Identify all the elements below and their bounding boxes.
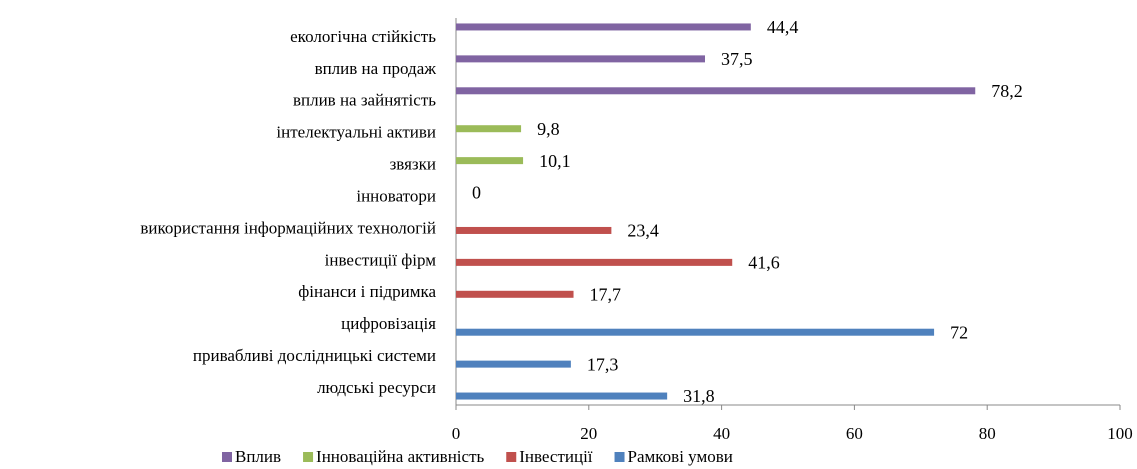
legend-swatch	[506, 452, 517, 462]
y-tick-label: інтелектуальні активи	[276, 123, 436, 142]
y-tick-label: привабливі дослідницькі системи	[193, 346, 436, 365]
x-tick-label: 60	[846, 424, 863, 443]
value-label: 44,4	[767, 17, 799, 37]
bar	[456, 125, 522, 133]
x-tick-label: 20	[580, 424, 597, 443]
value-label: 41,6	[748, 253, 780, 273]
y-tick-label: цифровізація	[341, 314, 436, 333]
value-label: 10,1	[539, 151, 571, 171]
value-label: 78,2	[991, 81, 1023, 101]
value-label: 9,8	[537, 119, 560, 139]
bar	[456, 55, 705, 63]
x-tick-label: 0	[452, 424, 461, 443]
value-label: 23,4	[627, 221, 659, 241]
y-tick-label: звязки	[390, 155, 436, 174]
value-label: 72	[950, 322, 968, 342]
x-tick-label: 100	[1107, 424, 1133, 443]
bar	[456, 23, 751, 31]
y-tick-label: інноватори	[356, 186, 436, 205]
bar	[456, 290, 574, 298]
y-tick-label: вплив на продаж	[315, 59, 437, 78]
y-tick-label: інвестиції фірм	[325, 250, 437, 269]
bar	[456, 392, 668, 400]
bar	[456, 226, 612, 234]
value-label: 17,7	[590, 284, 622, 304]
value-label: 0	[472, 183, 481, 203]
y-tick-label: вплив на зайнятість	[293, 91, 436, 110]
legend-label: Інноваційна активність	[316, 447, 484, 466]
value-label: 37,5	[721, 49, 753, 69]
y-tick-label: фінанси і підримка	[298, 282, 436, 301]
y-tick-label: екологічна стійкість	[290, 27, 436, 46]
bar	[456, 87, 976, 95]
value-label: 31,8	[683, 386, 715, 406]
bar	[456, 328, 935, 336]
legend-label: Вплив	[235, 447, 281, 466]
bar	[456, 360, 571, 368]
legend-label: Рамкові умови	[628, 447, 733, 466]
x-tick-label: 80	[979, 424, 996, 443]
x-tick-label: 40	[713, 424, 730, 443]
bar	[456, 258, 733, 266]
legend-swatch	[222, 452, 232, 462]
value-label: 17,3	[587, 354, 619, 374]
y-tick-label: людські ресурси	[317, 378, 436, 397]
bar	[456, 157, 524, 165]
legend-swatch	[303, 452, 314, 462]
y-tick-label: використання інформаційних технологій	[140, 218, 436, 237]
legend-label: Інвестиції	[519, 447, 593, 466]
legend-swatch	[614, 452, 625, 462]
